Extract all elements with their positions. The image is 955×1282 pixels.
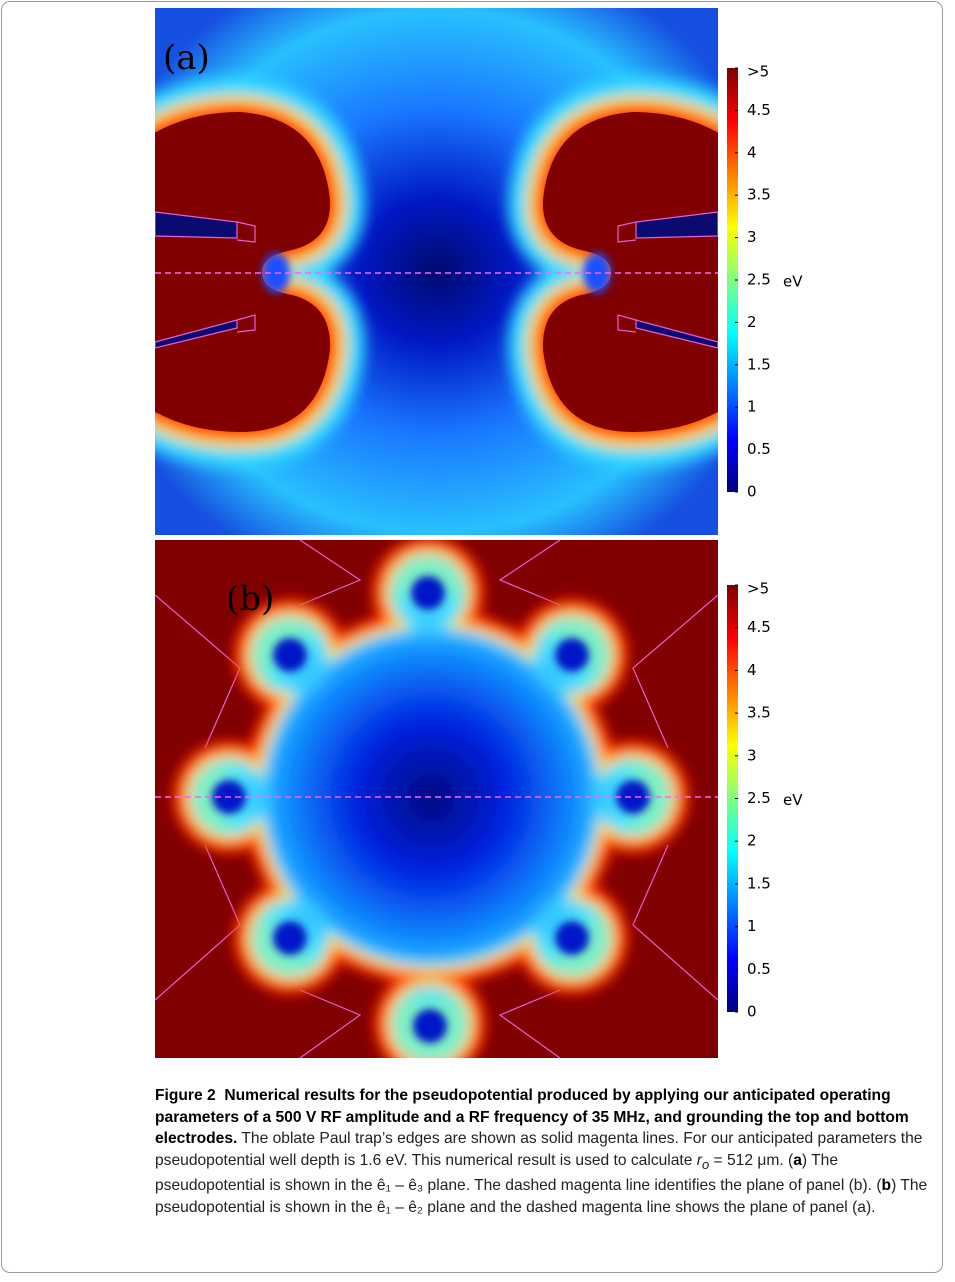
- heatmap-shape: [193, 557, 669, 1058]
- panel-label: (b): [226, 579, 274, 619]
- heatmap-shape: [616, 780, 650, 814]
- colorbar-tick-label: >5: [747, 580, 769, 598]
- caption-text: = 512 μm. (: [709, 1151, 794, 1169]
- caption-panel-ref: b: [881, 1177, 892, 1195]
- caption-text: ) The pseudopotential is shown in the ê₁…: [155, 1177, 928, 1216]
- colorbar-tick-label: 3: [747, 746, 757, 764]
- colorbar-tick-label: 1: [747, 398, 757, 416]
- colorbar-tick-label: 2: [747, 313, 757, 331]
- panel-a-map: [155, 8, 718, 535]
- heatmap-shape: [155, 211, 238, 239]
- heatmap-shape: [212, 576, 650, 1043]
- colorbar: [727, 585, 738, 1012]
- colorbar-tick-label: 2.5: [747, 271, 771, 289]
- colorbar-tick-label: 0.5: [747, 440, 771, 458]
- caption-text: ) The pseudopotential is shown in the ê₁…: [155, 1151, 882, 1195]
- colorbar-tick-label: 2.5: [747, 789, 771, 807]
- figure-frame: [1, 1, 943, 1273]
- colorbar-tick-label: 0: [747, 1003, 757, 1021]
- heatmap-shape: [236, 221, 637, 333]
- caption-panel-ref: a: [793, 1151, 802, 1169]
- figure: (a) (b) 0 0.5 1 1.5 2 2.5 3 3.5 4 4.5 >5 eV 0: [155, 8, 803, 1058]
- caption-math: r: [696, 1151, 702, 1169]
- heatmap-shape: [555, 638, 589, 672]
- colorbar-tick-label: 4: [747, 143, 757, 161]
- caption-text: The oblate Paul trap’s edges are shown a…: [155, 1130, 923, 1169]
- heatmap-shape: [299, 540, 362, 606]
- heatmap-shape: [632, 844, 718, 1001]
- heatmap-shape: [236, 314, 256, 333]
- heatmap-shape: [632, 594, 718, 749]
- heatmap-shape: [635, 319, 718, 349]
- colorbar: [727, 68, 738, 492]
- colorbar-tick-label: 1.5: [747, 874, 771, 892]
- colorbar-unit: eV: [783, 791, 803, 809]
- heatmap-shape: [236, 221, 256, 243]
- panel-label: (a): [163, 38, 210, 78]
- heatmap-shape: [411, 576, 445, 610]
- heatmap-shape: [273, 921, 307, 955]
- caption-label: Figure 2: [155, 1087, 216, 1104]
- colorbar-tick-label: 2: [747, 832, 757, 850]
- colorbar-tick-label: 1.5: [747, 355, 771, 373]
- panel-b-map: [155, 540, 718, 1058]
- colorbar-tick-label: 4.5: [747, 618, 771, 636]
- heatmap-shape: [635, 211, 718, 239]
- heatmap-shape: [555, 921, 589, 955]
- colorbar-tick-label: 4.5: [747, 101, 771, 119]
- heatmap-shape: [617, 314, 637, 333]
- colorbar-tick-label: 3: [747, 228, 757, 246]
- heatmap-shape: [273, 638, 307, 672]
- heatmap-shape: [155, 319, 238, 349]
- heatmap-shape: [155, 211, 718, 349]
- colorbar-tick-label: 0.5: [747, 960, 771, 978]
- colorbar-unit: eV: [783, 273, 803, 291]
- heatmap-shape: [413, 1009, 447, 1043]
- colorbar-tick-label: 1: [747, 917, 757, 935]
- colorbar-tick-label: 4: [747, 661, 757, 679]
- caption-math: o: [701, 1156, 710, 1172]
- heatmap-shape: [498, 989, 561, 1058]
- caption-title: Numerical results for the pseudopotentia…: [155, 1087, 909, 1147]
- colorbar-tick-label: 3.5: [747, 704, 771, 722]
- colorbar-tick-label: 3.5: [747, 186, 771, 204]
- caption: Figure 2 Numerical results for the pseud…: [155, 1085, 930, 1218]
- colorbar-tick-label: 0: [747, 483, 757, 501]
- heatmap-shape: [498, 540, 561, 606]
- colorbar-tick-label: >5: [747, 63, 769, 81]
- heatmap-shape: [617, 221, 637, 243]
- heatmap-shape: [299, 989, 362, 1058]
